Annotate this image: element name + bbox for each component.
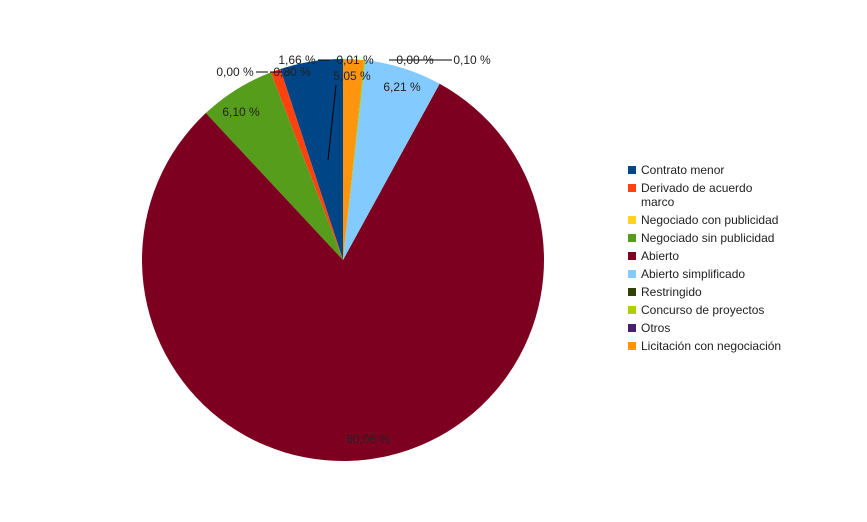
legend-swatch <box>628 252 636 260</box>
legend-label: Otros <box>641 321 671 335</box>
data-label: 0,00 % <box>216 65 254 79</box>
pie-slice <box>270 69 343 260</box>
data-label: 80,06 % <box>346 432 390 446</box>
legend-swatch <box>628 166 636 174</box>
data-label: 0,00 % <box>396 53 434 67</box>
legend-item: Negociado sin publicidad <box>628 231 808 245</box>
legend-item: Otros <box>628 321 808 335</box>
data-label: 0,01 % <box>336 53 374 67</box>
legend-item: Restringido <box>628 285 808 299</box>
legend-swatch <box>628 270 636 278</box>
legend-label: Abierto <box>641 249 680 263</box>
legend-swatch <box>628 288 636 296</box>
legend-label: Abierto simplificado <box>641 267 746 281</box>
data-label: 1,66 % <box>278 53 316 67</box>
pie-slice <box>205 72 343 260</box>
legend-item: Negociado con publicidad <box>628 213 808 227</box>
legend-item: Licitación con negociación <box>628 339 808 353</box>
legend-swatch <box>628 216 636 224</box>
leader-line <box>327 84 337 161</box>
legend-label: Licitación con negociación <box>641 339 782 353</box>
legend-label: Negociado sin publicidad <box>641 231 775 245</box>
data-label: 6,10 % <box>222 105 260 119</box>
legend-swatch <box>628 184 636 192</box>
legend: Contrato menor Derivado de acuerdo marco N… <box>628 163 808 357</box>
legend-item: Contrato menor <box>628 163 808 177</box>
legend-swatch <box>628 342 636 350</box>
legend-item: Abierto <box>628 249 808 263</box>
legend-item: Abierto simplificado <box>628 267 808 281</box>
pie-slice <box>343 60 366 260</box>
data-label: 0,80 % <box>273 65 311 79</box>
pie-slice <box>280 59 343 260</box>
legend-label: Derivado de acuerdo marco <box>641 181 753 209</box>
legend-label: Restringido <box>641 285 702 299</box>
data-label: 6,21 % <box>383 80 421 94</box>
legend-item: Concurso de proyectos <box>628 303 808 317</box>
legend-swatch <box>628 234 636 242</box>
legend-label: Concurso de proyectos <box>641 303 765 317</box>
legend-swatch <box>628 306 636 314</box>
legend-label: Negociado con publicidad <box>641 213 779 227</box>
data-label: 5,05 % <box>333 69 371 83</box>
pie-slice <box>343 59 364 260</box>
pie-slice <box>343 60 365 261</box>
legend-item: Derivado de acuerdo marco <box>628 181 808 209</box>
legend-label: Contrato menor <box>641 163 725 177</box>
data-label: 0,10 % <box>453 53 491 67</box>
legend-swatch <box>628 324 636 332</box>
pie-slice <box>141 83 544 462</box>
pie-slice <box>343 60 440 260</box>
